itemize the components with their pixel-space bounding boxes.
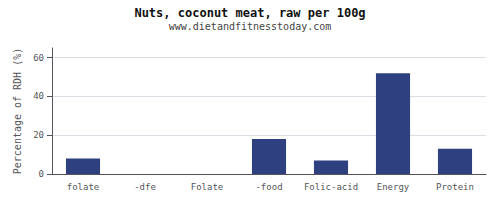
svg-text:www.dietandfitnesstoday.com: www.dietandfitnesstoday.com <box>169 21 332 32</box>
svg-text:-dfe: -dfe <box>134 182 156 192</box>
svg-text:20: 20 <box>33 130 44 140</box>
svg-text:Folate: Folate <box>191 182 224 192</box>
svg-text:Energy: Energy <box>377 182 410 192</box>
svg-text:folate: folate <box>67 182 100 192</box>
svg-text:Protein: Protein <box>436 182 474 192</box>
svg-text:0: 0 <box>39 169 44 179</box>
svg-text:Nuts, coconut meat, raw per 10: Nuts, coconut meat, raw per 100g <box>134 6 365 20</box>
svg-text:40: 40 <box>33 91 44 101</box>
svg-text:Folic-acid: Folic-acid <box>304 182 358 192</box>
svg-text:-food: -food <box>255 182 282 192</box>
svg-text:60: 60 <box>33 53 44 63</box>
svg-text:Percentage of RDH (%): Percentage of RDH (%) <box>12 48 23 174</box>
